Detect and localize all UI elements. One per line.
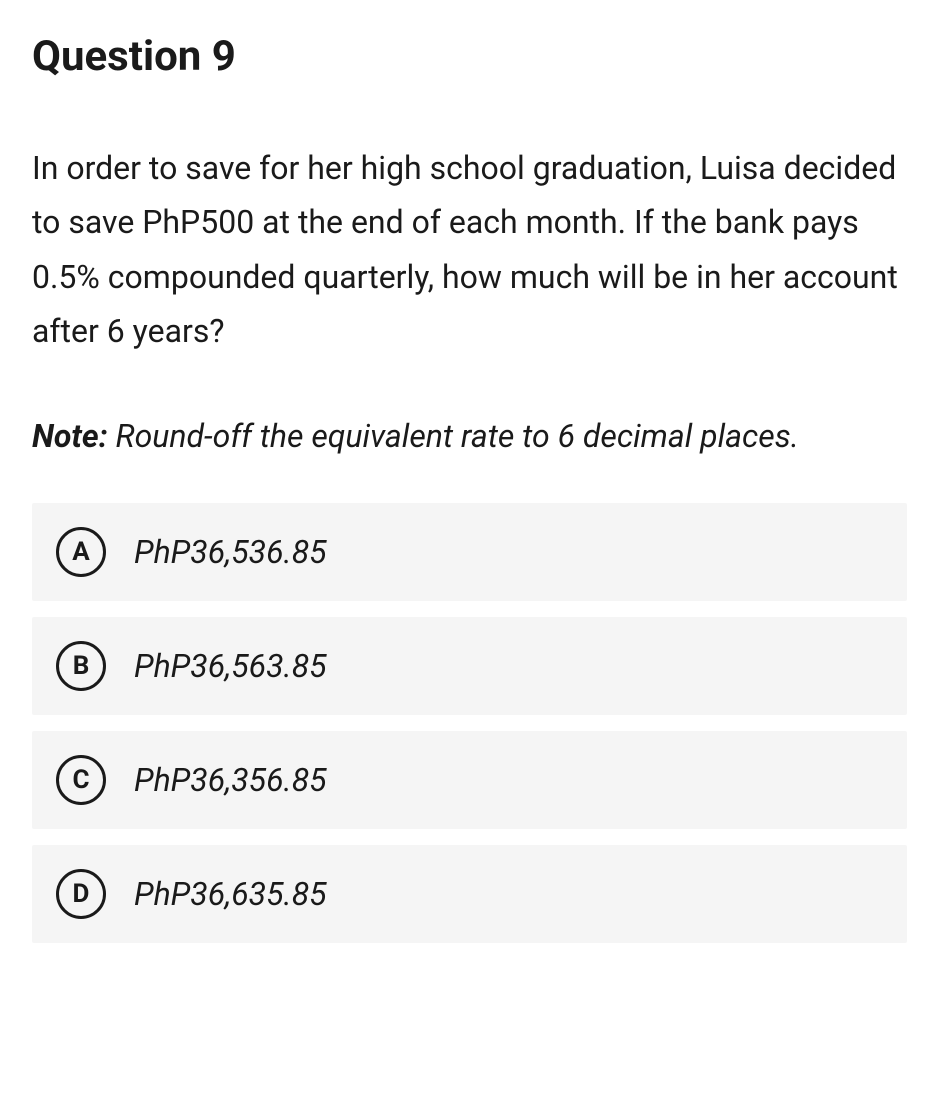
option-letter: B [56,641,106,691]
note-text: Round-off the equivalent rate to 6 decim… [108,417,799,455]
option-letter: D [56,869,106,919]
option-text: PhP36,356.85 [134,761,327,799]
question-body: In order to save for her high school gra… [32,141,907,359]
option-b[interactable]: B PhP36,563.85 [32,617,907,715]
option-text: PhP36,635.85 [134,875,327,913]
question-title: Question 9 [32,32,907,81]
option-text: PhP36,536.85 [134,533,327,571]
option-d[interactable]: D PhP36,635.85 [32,845,907,943]
option-letter: A [56,527,106,577]
option-a[interactable]: A PhP36,536.85 [32,503,907,601]
option-c[interactable]: C PhP36,356.85 [32,731,907,829]
options-list: A PhP36,536.85 B PhP36,563.85 C PhP36,35… [32,503,907,943]
option-letter: C [56,755,106,805]
option-text: PhP36,563.85 [134,647,327,685]
question-note: Note: Round-off the equivalent rate to 6… [32,409,907,463]
note-label: Note: [32,417,108,455]
